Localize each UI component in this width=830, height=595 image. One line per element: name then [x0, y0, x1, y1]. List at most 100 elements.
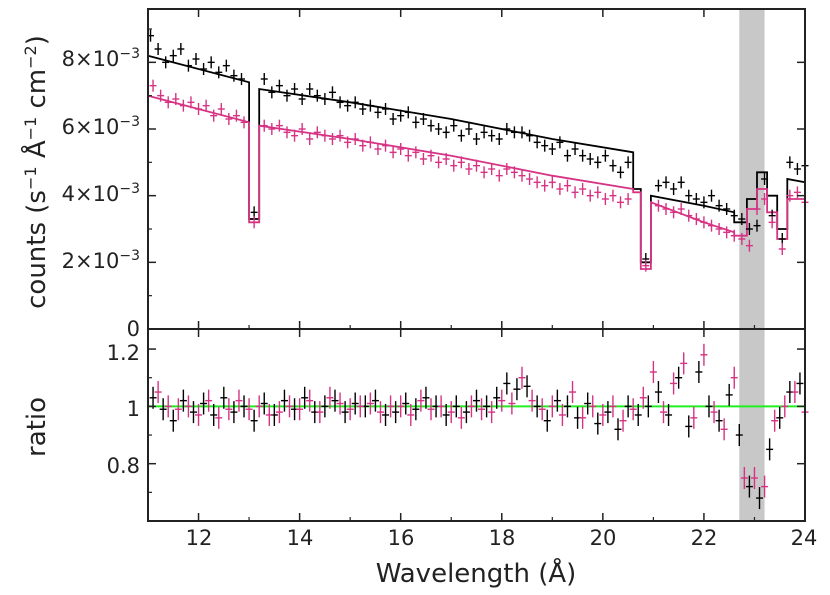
- spectrum-point-0-75: [738, 213, 746, 225]
- spectrum-point-0-19: [298, 93, 306, 105]
- ratio-point-0-37: [523, 375, 531, 398]
- spectrum-point-1-22: [321, 129, 329, 142]
- spectrum-point-1-24: [336, 129, 344, 142]
- spectrum-point-0-69: [692, 193, 700, 205]
- spectrum-point-1-53: [556, 183, 564, 195]
- ratio-point-0-44: [594, 412, 602, 435]
- ytick-label-0: 0: [127, 317, 140, 341]
- ratio-point-0-26: [412, 398, 420, 421]
- ratio-point-0-50: [654, 381, 662, 404]
- spectrum-point-0-9: [215, 66, 223, 79]
- spectrum-point-0-12: [237, 73, 245, 85]
- spectrum-point-1-31: [389, 146, 397, 159]
- ratio-point-0-30: [452, 395, 460, 418]
- spectrum-point-0-56: [579, 149, 587, 162]
- spectrum-point-0-14: [260, 73, 268, 85]
- ratio-point-1-45: [609, 395, 617, 418]
- spectrum-point-1-56: [579, 183, 587, 195]
- ratio-point-1-58: [740, 467, 748, 490]
- ratio-point-1-40: [558, 403, 566, 426]
- ratio-point-1-9: [245, 398, 253, 421]
- spectrum-point-1-17: [283, 126, 291, 139]
- ratio-point-0-41: [563, 395, 571, 418]
- spectrum-point-1-59: [601, 193, 609, 205]
- spectrum-point-0-33: [404, 106, 412, 119]
- spectrum-point-0-70: [700, 196, 708, 209]
- ratio-point-0-17: [321, 395, 329, 418]
- spectrum-point-0-60: [609, 159, 617, 172]
- ratio-point-0-48: [634, 403, 642, 426]
- shaded-band-bottom: [739, 329, 765, 521]
- spectrum-point-0-30: [382, 103, 390, 115]
- spectrum-point-1-73: [723, 226, 731, 239]
- spectrum-point-0-78: [761, 173, 769, 185]
- xtick-label-22: 22: [691, 526, 718, 550]
- spectrum-point-1-55: [571, 186, 579, 199]
- spectrum-point-1-15: [268, 123, 276, 135]
- ratio-point-0-45: [604, 401, 612, 424]
- xtick-label-16: 16: [388, 526, 415, 550]
- spectrum-point-0-32: [397, 109, 405, 122]
- spectrum-point-0-2: [162, 56, 170, 69]
- ratio-point-1-13: [286, 395, 294, 418]
- spectrum-point-0-67: [677, 176, 685, 189]
- spectrum-point-1-8: [210, 109, 218, 122]
- spectrum-point-1-14: [260, 119, 268, 132]
- spectrum-point-0-35: [419, 113, 427, 125]
- ytick-label-4e-3: 4×10−3: [62, 181, 140, 206]
- ratio-point-1-26: [417, 389, 425, 412]
- ratio-point-1-8: [235, 389, 243, 412]
- spectrum-point-1-62: [624, 193, 632, 205]
- ratio-point-1-20: [356, 395, 364, 418]
- ratio-point-0-38: [533, 395, 541, 418]
- spectrum-point-1-11: [232, 109, 240, 122]
- spectrum-point-1-36: [427, 149, 435, 162]
- ratio-point-1-38: [538, 398, 546, 421]
- spectrum-point-0-17: [283, 89, 291, 102]
- spectrum-point-0-37: [435, 123, 443, 135]
- spectrum-point-0-40: [457, 129, 465, 142]
- spectrum-point-1-0: [149, 79, 157, 92]
- ratio-point-1-28: [437, 395, 445, 418]
- ratio-point-0-59: [745, 475, 753, 498]
- ratio-point-0-57: [725, 383, 733, 406]
- ratio-point-0-15: [301, 386, 309, 409]
- ratio-point-0-5: [200, 392, 208, 415]
- spectrum-point-0-81: [786, 156, 794, 169]
- spectrum-point-0-39: [450, 119, 458, 132]
- spectrum-point-1-68: [685, 209, 693, 222]
- spectrum-point-0-68: [685, 189, 693, 202]
- ratio-point-1-1: [164, 395, 172, 418]
- spectrum-point-0-45: [495, 133, 503, 145]
- ratio-point-1-24: [397, 395, 405, 418]
- ratio-point-1-41: [569, 381, 577, 404]
- spectrum-point-1-45: [495, 169, 503, 182]
- ratio-point-1-56: [720, 418, 728, 441]
- spectrum-point-0-74: [730, 209, 738, 222]
- spectrum-point-0-31: [389, 113, 397, 125]
- spectrum-point-1-44: [488, 163, 496, 175]
- spectrum-point-0-47: [510, 126, 518, 139]
- spectrum-point-1-29: [374, 143, 382, 155]
- spectrum-point-0-7: [200, 63, 208, 75]
- spectrum-point-0-38: [442, 126, 450, 139]
- xtick-label-12: 12: [186, 526, 213, 550]
- ratio-point-1-30: [457, 406, 465, 429]
- ratio-point-0-0: [149, 386, 157, 409]
- spectrum-point-1-47: [510, 166, 518, 179]
- ratio-tick-label-0.8: 0.8: [107, 454, 140, 478]
- ratio-point-1-3: [184, 395, 192, 418]
- spectrum-point-0-18: [291, 83, 299, 95]
- data-points: [147, 29, 809, 510]
- ratio-point-1-49: [649, 360, 657, 383]
- ratio-point-1-36: [518, 366, 526, 389]
- spectrum-point-1-38: [442, 153, 450, 165]
- ratio-point-0-10: [250, 409, 258, 432]
- ratio-point-0-24: [392, 401, 400, 424]
- ratio-point-0-19: [341, 401, 349, 424]
- ratio-point-0-56: [715, 409, 723, 432]
- ratio-tick-label-1.2: 1.2: [107, 341, 140, 365]
- spectrum-point-0-15: [268, 86, 276, 99]
- ratio-point-0-61: [766, 438, 774, 461]
- spectrum-point-1-80: [778, 243, 786, 255]
